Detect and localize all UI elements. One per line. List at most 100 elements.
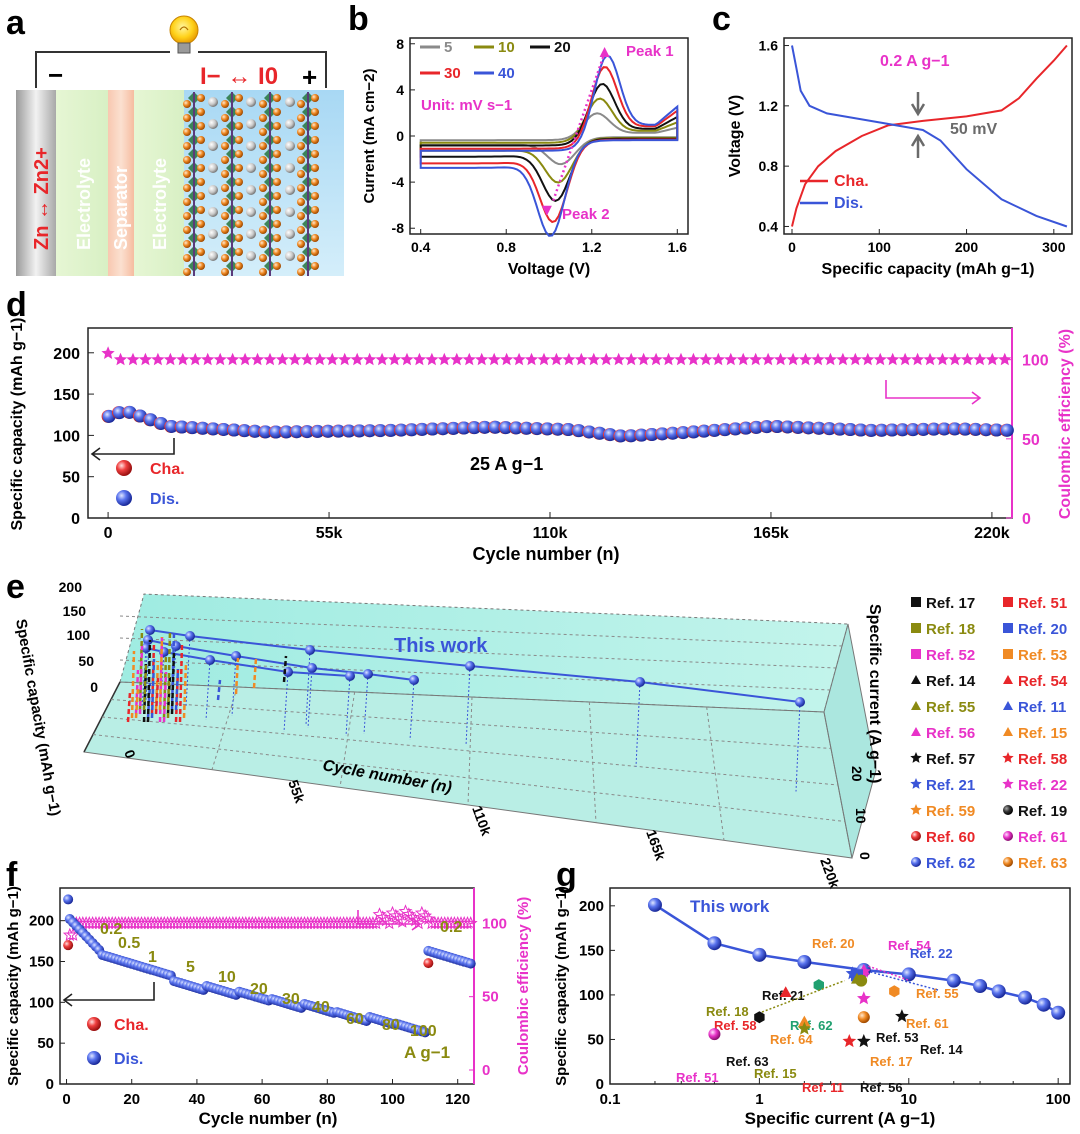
b-legend-label: 20	[554, 39, 571, 56]
e-legend-label: Ref. 11	[1018, 699, 1066, 716]
d-efficiency-star	[375, 352, 389, 366]
e-ylabel: Specific capacity (mAh g−1)	[12, 618, 63, 818]
d-discharge-point	[760, 420, 774, 434]
d-discharge-point	[833, 422, 847, 436]
f-rate-label: 40	[312, 999, 330, 1016]
g-this-work-point	[752, 947, 767, 962]
g-this-work-point	[1018, 990, 1033, 1005]
g-xtick-label: 1	[755, 1091, 763, 1108]
lattice-iodine-atom	[197, 192, 205, 200]
d-xtick-label: 110k	[533, 525, 568, 542]
g-ref-label: Ref. 53	[876, 1030, 919, 1045]
d-efficiency-star	[836, 352, 850, 366]
lattice-interlayer-atom	[208, 185, 218, 195]
lattice-iodine-atom	[273, 150, 281, 158]
c-xtick-label: 0	[788, 239, 796, 255]
b-xtick-label: 0.8	[496, 239, 516, 255]
d-efficiency-star	[363, 352, 377, 366]
lattice-iodine-atom	[297, 142, 305, 150]
d-efficiency-star	[661, 352, 676, 366]
d-ytick-label: 200	[53, 346, 80, 363]
c-xtick-label: 300	[1042, 239, 1066, 255]
b-cv-curve-40	[419, 54, 679, 237]
d-efficiency-star	[886, 352, 900, 366]
d-discharge-point	[520, 421, 534, 435]
f-ytick-label: 100	[29, 994, 54, 1011]
b-peak2-arrowhead	[541, 205, 552, 216]
e-legend-label: Ref. 17	[926, 595, 975, 612]
lattice-iodine-atom	[273, 234, 281, 242]
g-ylabel: Specific capacity (mAh g−1)	[553, 886, 570, 1086]
e-legend-marker	[1003, 727, 1013, 736]
lattice-iodine-atom	[221, 226, 229, 234]
f-rate-label: 60	[346, 1011, 364, 1028]
d-right-axis-arrow	[885, 380, 982, 405]
g-ytick-label: 50	[587, 1031, 604, 1048]
e-right-wall	[823, 623, 877, 859]
e-legend-marker	[1003, 831, 1013, 841]
b-xtick-label: 0.4	[411, 239, 431, 255]
e-drop-line	[465, 665, 471, 746]
lattice-iodine-atom	[311, 206, 319, 214]
f-xtick-label: 0	[62, 1091, 70, 1108]
lattice-iodine-atom	[297, 156, 305, 164]
panel-d-long-cycling: 0 55k 110k 165k 220k 0 50 100 150 200 0 50 100 Cycle…	[9, 318, 1074, 564]
lattice-iodine-atom	[183, 128, 191, 136]
lattice-iodine-atom	[235, 220, 243, 228]
g-this-work-point	[991, 984, 1006, 999]
lattice-iodine-atom	[311, 192, 319, 200]
e-this-work-point	[305, 645, 315, 655]
d-efficiency-star	[138, 352, 153, 366]
e-reference-bar	[138, 645, 144, 715]
electrolyte-left-layer	[56, 90, 108, 276]
b-ytick-label: 4	[396, 82, 404, 98]
g-xtick-label: 10	[900, 1091, 917, 1108]
d-efficiency-star	[910, 352, 925, 366]
c-polarization-arrows	[910, 92, 926, 158]
g-ref-label: Ref. 56	[860, 1080, 903, 1095]
d-legend-dis-marker	[116, 490, 132, 506]
b-ytick-label: -4	[392, 174, 405, 190]
lattice-iodine-atom	[311, 220, 319, 228]
d-discharge-point	[802, 421, 816, 435]
g-ref-marker	[889, 985, 900, 998]
lattice-iodine-atom	[221, 184, 229, 192]
lattice-iodine-atom	[183, 240, 191, 248]
lattice-iodine-atom	[311, 108, 319, 116]
e-reference-bar	[182, 662, 188, 719]
panel-label-d: d	[6, 286, 27, 324]
d-discharge-point	[248, 424, 262, 438]
d-efficiency-star	[562, 352, 576, 366]
lattice-iodine-atom	[311, 122, 319, 130]
d-discharge-point	[885, 423, 899, 437]
d-efficiency-star	[462, 352, 476, 366]
e-legend-label: Ref. 21	[926, 777, 975, 794]
lattice-iodine-atom	[183, 254, 191, 262]
e-xtick-label: 165k	[643, 828, 669, 863]
lattice-iodine-atom	[197, 234, 205, 242]
c-ylabel: Voltage (V)	[727, 95, 744, 177]
g-ref-label: Ref. 63	[726, 1054, 769, 1069]
e-this-work-point	[635, 677, 645, 687]
e-reference-bar	[150, 658, 156, 719]
f-ytick-label: 200	[29, 913, 54, 930]
g-ref-marker	[797, 1021, 812, 1035]
lattice-interlayer-atom	[246, 185, 256, 195]
e-legend-marker	[911, 623, 921, 633]
lattice-iodine-atom	[259, 268, 267, 276]
lattice-interlayer-atom	[208, 163, 218, 173]
b-legend: 5 10 20 30 40	[420, 39, 571, 82]
e-legend-marker	[1002, 778, 1014, 789]
f-rate-label: 10	[218, 969, 236, 986]
d-efficiency-star	[612, 352, 626, 366]
d-efficiency-star	[101, 346, 115, 359]
g-ref-label: Ref. 17	[870, 1054, 913, 1069]
b-peak-shift-line	[552, 52, 606, 201]
d-discharge-point	[186, 421, 200, 435]
d-discharge-point	[447, 421, 461, 435]
b-legend-label: 40	[498, 65, 515, 82]
e-this-work-point	[205, 655, 215, 665]
